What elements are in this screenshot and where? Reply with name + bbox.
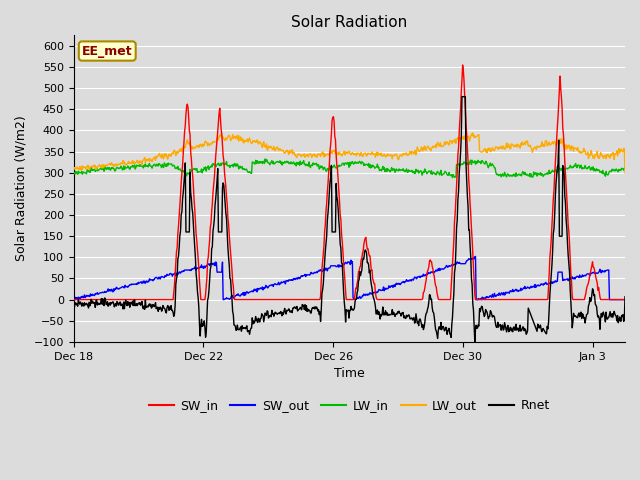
Legend: SW_in, SW_out, LW_in, LW_out, Rnet: SW_in, SW_out, LW_in, LW_out, Rnet [144,394,555,417]
X-axis label: Time: Time [334,367,365,380]
Title: Solar Radiation: Solar Radiation [291,15,408,30]
Text: EE_met: EE_met [82,45,132,58]
Y-axis label: Solar Radiation (W/m2): Solar Radiation (W/m2) [15,116,28,262]
